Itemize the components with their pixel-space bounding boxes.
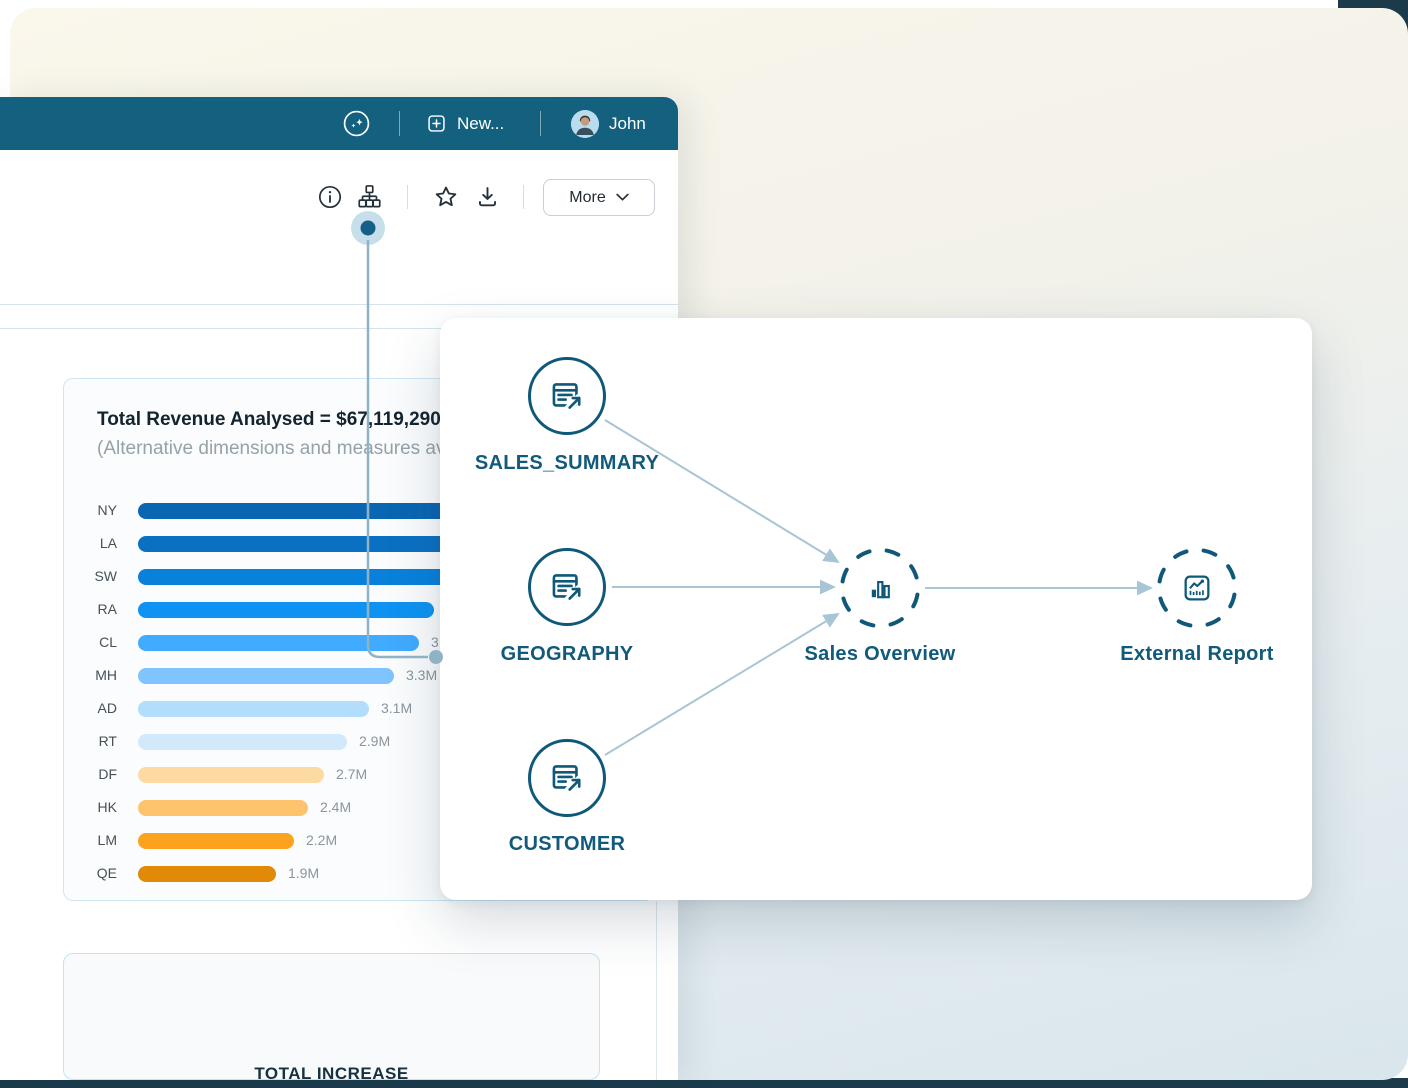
report-chart-icon (1184, 575, 1210, 601)
favorite-button[interactable] (432, 183, 460, 211)
bar-category-NY: NY (97, 502, 117, 518)
bar-category-QE: QE (96, 865, 117, 881)
worksheet-icon (552, 382, 583, 412)
bar-category-AD: AD (97, 700, 117, 716)
user-menu[interactable]: John (571, 97, 646, 150)
toolbar-divider (523, 185, 524, 209)
bar-AD[interactable] (138, 701, 369, 717)
bar-SW[interactable] (138, 569, 448, 585)
more-button-label: More (569, 188, 606, 206)
node-external-report[interactable] (1154, 545, 1240, 631)
bar-RA[interactable] (138, 602, 434, 618)
node-label: Sales Overview (804, 643, 956, 665)
bar-HK[interactable] (138, 800, 308, 816)
ai-sparkle-button[interactable] (343, 97, 370, 150)
sparkle-icon (343, 110, 370, 137)
total-increase-title: TOTAL INCREASE (254, 1064, 409, 1083)
node-label: SALES_SUMMARY (474, 452, 660, 474)
bar-NY[interactable] (138, 503, 464, 519)
lineage-button[interactable] (356, 183, 383, 210)
toolbar-divider (407, 185, 408, 209)
bar-value-AD: 3.1M (381, 700, 413, 716)
bar-category-HK: HK (97, 799, 117, 815)
node-geography[interactable] (528, 548, 606, 626)
app-header-bar: New... John (0, 97, 678, 150)
header-divider (540, 111, 541, 136)
bar-category-CL: CL (99, 634, 117, 650)
bar-category-SW: SW (94, 568, 117, 584)
bar-DF[interactable] (138, 767, 324, 783)
node-label: CUSTOMER (508, 833, 626, 855)
bar-category-RT: RT (98, 733, 117, 749)
bar-LA[interactable] (138, 536, 456, 552)
lineage-card: SALES_SUMMARY GEOGRAPHY (440, 318, 1312, 900)
bar-value-RT: 2.9M (359, 733, 391, 749)
bar-category-DF: DF (98, 766, 117, 782)
bar-value-QE: 1.9M (288, 865, 320, 881)
node-customer[interactable] (528, 739, 606, 817)
plus-box-icon (428, 115, 445, 132)
node-sales-summary[interactable] (528, 357, 606, 435)
user-avatar (571, 109, 599, 138)
node-label: External Report (1120, 643, 1274, 665)
info-button[interactable] (317, 184, 343, 210)
bar-value-LM: 2.2M (306, 832, 338, 848)
total-increase-panel: TOTAL INCREASE (63, 953, 600, 1083)
bar-category-MH: MH (95, 667, 117, 683)
chevron-down-icon (616, 193, 629, 201)
worksheet-icon (552, 573, 583, 603)
worksheet-icon (552, 764, 583, 794)
section-divider (0, 328, 678, 329)
bar-value-HK: 2.4M (320, 799, 352, 815)
bar-chart-icon (871, 580, 890, 599)
content-edge-line (656, 901, 657, 1080)
dashed-circle (1157, 548, 1237, 628)
new-button[interactable]: New... (426, 97, 504, 150)
dashed-circle (840, 548, 920, 628)
bar-MH[interactable] (138, 668, 394, 684)
chart-title: Total Revenue Analysed = $67,119,290 (97, 409, 441, 430)
bar-RT[interactable] (138, 734, 347, 750)
bar-category-LA: LA (99, 535, 117, 551)
new-button-label: New... (457, 113, 505, 133)
bar-QE[interactable] (138, 866, 276, 882)
node-label: GEOGRAPHY (500, 643, 634, 665)
bar-LM[interactable] (138, 833, 294, 849)
bar-category-LM: LM (97, 832, 117, 848)
chart-subtitle: (Alternative dimensions and measures av (97, 438, 446, 459)
bar-CL[interactable] (138, 635, 419, 651)
header-divider (399, 111, 400, 136)
bar-category-RA: RA (97, 601, 117, 617)
user-name: John (609, 113, 646, 133)
lineage-arrows (604, 419, 1153, 756)
more-button[interactable]: More (543, 179, 655, 216)
node-sales-overview[interactable] (837, 545, 923, 631)
section-divider (0, 304, 678, 305)
bar-value-MH: 3.3M (406, 667, 438, 683)
background-dark-strip (0, 1078, 1408, 1088)
bar-value-DF: 2.7M (336, 766, 368, 782)
download-button[interactable] (474, 183, 501, 210)
